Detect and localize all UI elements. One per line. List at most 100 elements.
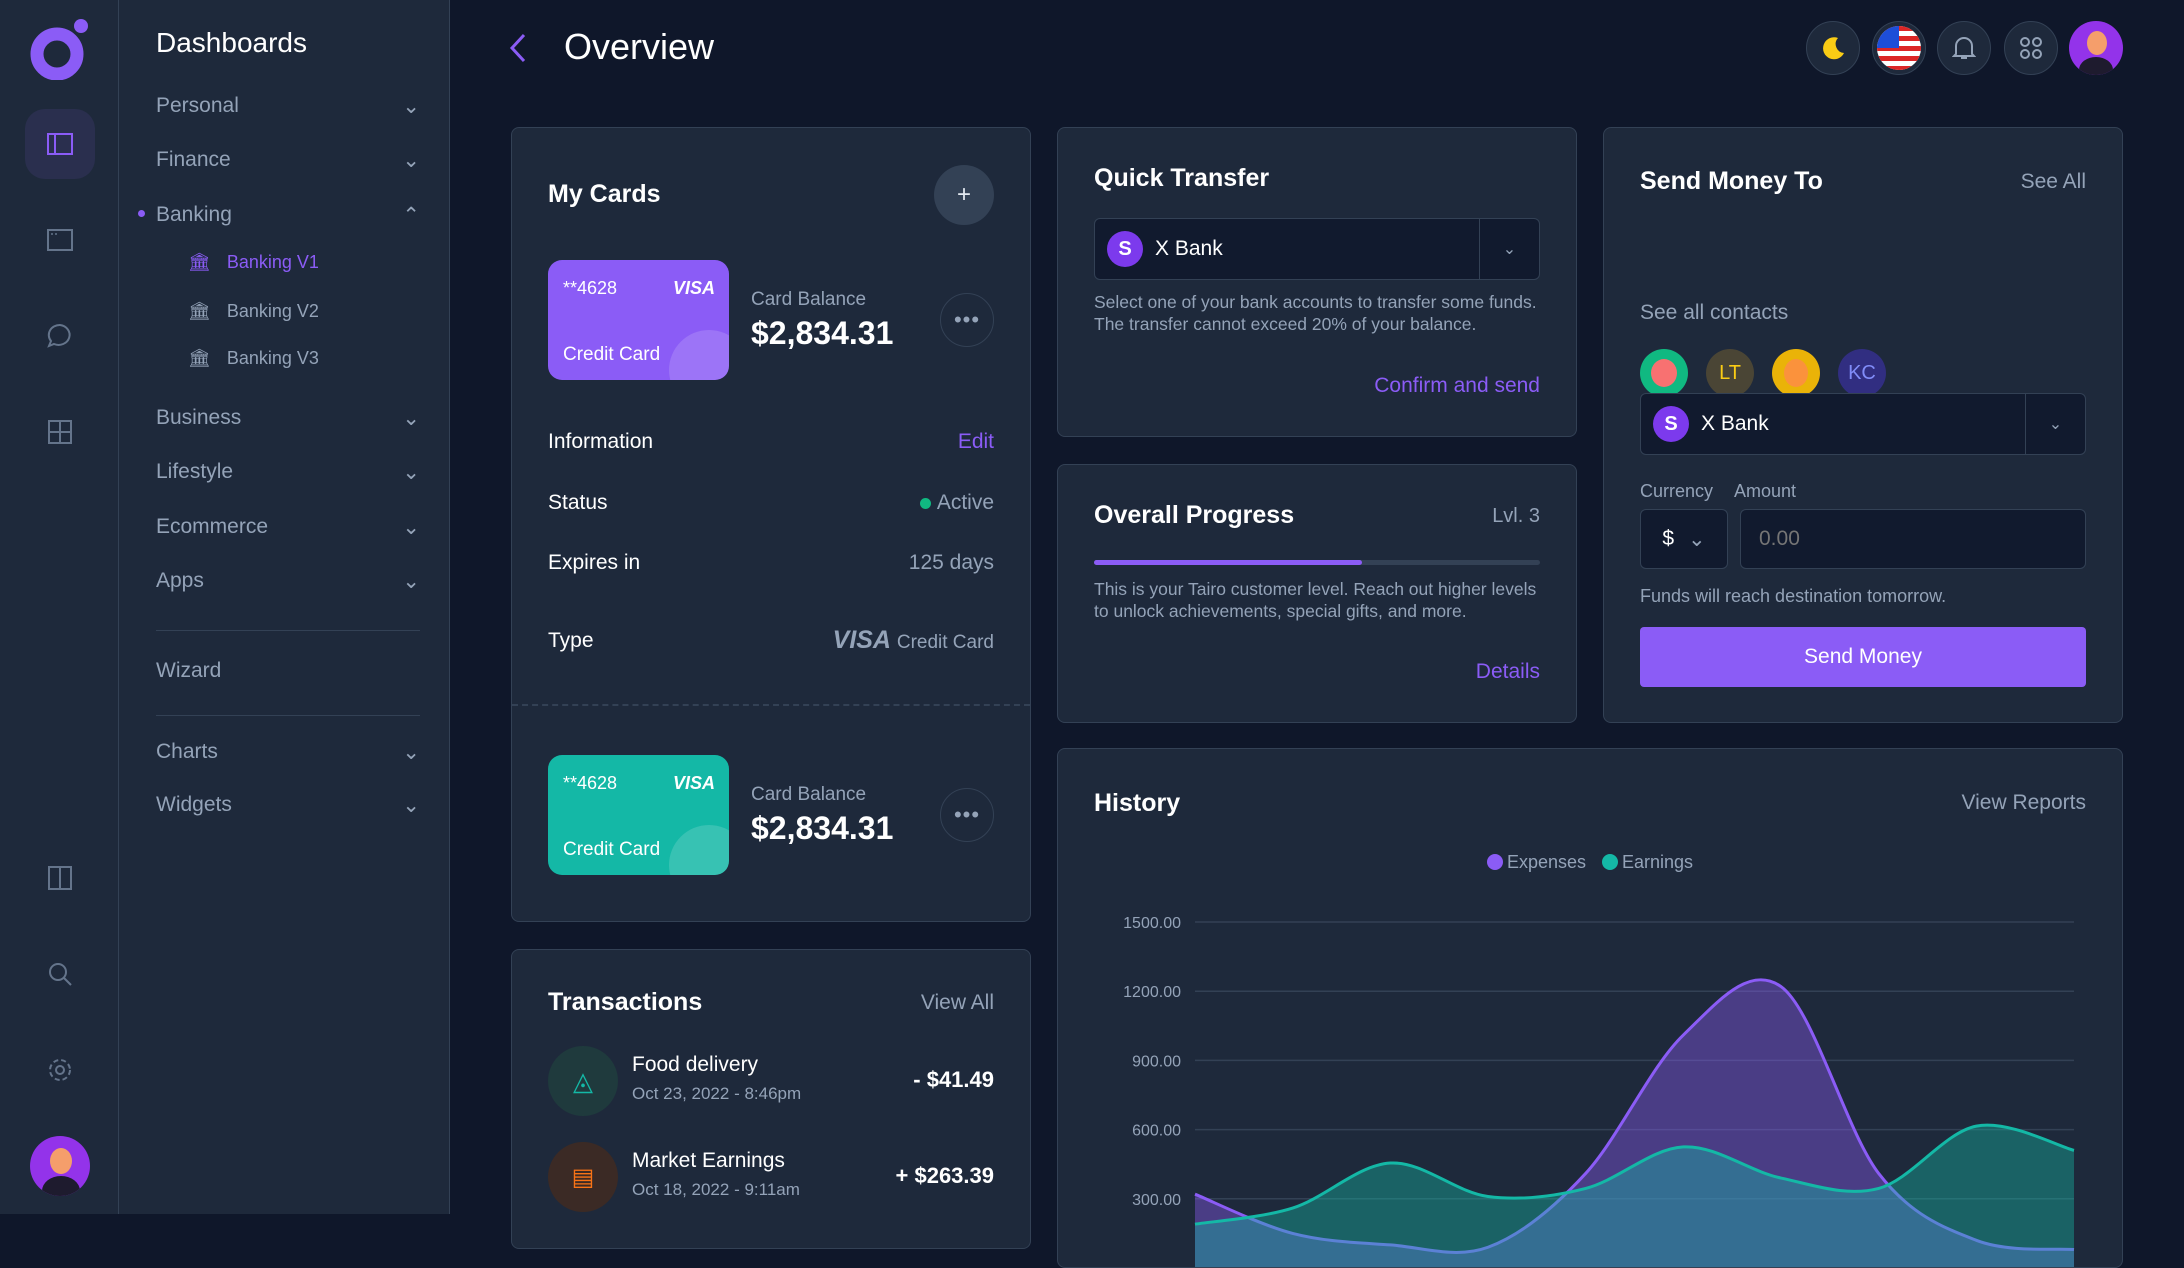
notifications-button[interactable] (1937, 21, 1991, 75)
my-cards-panel: My Cards + **4628 VISA Credit Card Card Ba… (511, 127, 1031, 922)
edit-link[interactable]: Edit (957, 430, 994, 453)
send-money-button[interactable]: Send Money (1640, 627, 2086, 687)
contact-avatar[interactable] (1640, 349, 1688, 397)
nav-item-charts[interactable]: Charts ⌄ (156, 740, 420, 764)
chevron-down-icon: ⌄ (402, 94, 420, 118)
contact-avatar[interactable]: KC (1838, 349, 1886, 397)
history-panel: History View Reports Expenses Earnings 1… (1057, 748, 2123, 1268)
contact-avatar[interactable] (1772, 349, 1820, 397)
overall-progress-panel: Overall Progress Lvl. 3 This is your Tai… (1057, 464, 1577, 723)
status-badge: Active (936, 491, 994, 514)
nav-item-lifestyle[interactable]: Lifestyle ⌄ (156, 460, 420, 484)
dashboard-icon[interactable] (25, 109, 95, 179)
transaction-amount: + $263.39 (895, 1163, 994, 1188)
chevron-down-icon: ⌄ (402, 793, 420, 817)
transaction-amount: - $41.49 (913, 1067, 994, 1092)
bank-logo-icon: S (1653, 406, 1689, 442)
credit-card-teal[interactable]: **4628 VISA Credit Card (548, 755, 729, 875)
nav-panel: Dashboards Personal ⌄ Finance ⌄ Banking ⌃ 🏛… (119, 0, 450, 1214)
logo-icon[interactable] (30, 18, 90, 80)
nav-item-banking[interactable]: Banking ⌃ (156, 203, 420, 227)
window-icon[interactable] (25, 205, 95, 275)
nav-item-personal[interactable]: Personal ⌄ (156, 94, 420, 118)
nav-item-widgets[interactable]: Widgets ⌄ (156, 793, 420, 817)
my-cards-title: My Cards (548, 180, 661, 208)
progress-bar (1094, 560, 1540, 565)
level-label: Lvl. 3 (1492, 505, 1540, 527)
card-more-button[interactable]: ••• (940, 293, 994, 347)
store-icon: ▤ (548, 1142, 618, 1212)
dark-mode-toggle[interactable] (1806, 21, 1860, 75)
nav-sub-banking-v2[interactable]: 🏛 Banking V2 (188, 300, 319, 321)
grid-icon[interactable] (25, 397, 95, 467)
icon-rail (0, 0, 119, 1214)
chevron-down-icon: ⌄ (402, 515, 420, 539)
y-tick-label: 1200.00 (1123, 984, 1181, 1001)
chat-icon[interactable] (25, 301, 95, 371)
add-card-button[interactable]: + (934, 165, 994, 225)
chevron-up-icon: ⌃ (402, 203, 420, 227)
line-earnings (1194, 1123, 2075, 1226)
type-row: Type VISA Credit Card (548, 626, 994, 654)
bank-logo-icon: S (1107, 231, 1143, 267)
information-row: Information Edit (548, 430, 994, 453)
y-tick-label: 600.00 (1132, 1123, 1181, 1140)
nav-item-ecommerce[interactable]: Ecommerce ⌄ (156, 515, 420, 539)
chevron-down-icon: ⌄ (402, 569, 420, 593)
transaction-date: Oct 23, 2022 - 8:46pm (632, 1084, 802, 1103)
contact-avatar[interactable]: LT (1706, 349, 1754, 397)
legend-earnings[interactable]: Earnings (1602, 852, 1693, 873)
funds-note: Funds will reach destination tomorrow. (1640, 586, 1947, 606)
nav-item-business[interactable]: Business ⌄ (156, 406, 420, 430)
chevron-down-icon: ⌄ (2025, 394, 2085, 454)
amount-label: Amount (1734, 481, 1797, 501)
details-link[interactable]: Details (1475, 660, 1540, 683)
header-avatar[interactable] (2069, 21, 2123, 75)
language-button[interactable] (1872, 21, 1926, 75)
bank-icon: 🏛 (188, 347, 211, 368)
y-tick-label: 300.00 (1132, 1192, 1181, 1209)
pizza-icon: ◬ (548, 1046, 618, 1116)
area-expenses (1195, 980, 2074, 1267)
nav-sub-banking-v3[interactable]: 🏛 Banking V3 (188, 347, 319, 368)
search-icon[interactable] (25, 939, 95, 1009)
see-all-contacts-link[interactable]: See all contacts (1640, 301, 1789, 324)
chevron-down-icon: ⌄ (1688, 527, 1706, 551)
credit-card-purple[interactable]: **4628 VISA Credit Card (548, 260, 729, 380)
view-reports-link[interactable]: View Reports (1961, 791, 2086, 814)
divider (512, 704, 1030, 706)
transactions-title: Transactions (548, 988, 703, 1016)
view-all-link[interactable]: View All (920, 991, 994, 1014)
card-balance-label: Card Balance (751, 784, 867, 805)
y-tick-label: 900.00 (1132, 1053, 1181, 1070)
amount-input[interactable] (1740, 509, 2086, 569)
see-all-link[interactable]: See All (2020, 170, 2086, 193)
nav-sub-banking-v1[interactable]: 🏛 Banking V1 (188, 251, 319, 272)
moon-icon (1823, 37, 1844, 60)
bank-icon: 🏛 (188, 251, 211, 272)
progress-description: This is your Tairo customer level. Reach… (1094, 579, 1537, 621)
apps-button[interactable] (2004, 21, 2058, 75)
currency-select[interactable]: $ ⌄ (1640, 509, 1728, 569)
nav-item-apps[interactable]: Apps ⌄ (156, 569, 420, 593)
legend-expenses[interactable]: Expenses (1486, 852, 1586, 873)
y-tick-label: 1500.00 (1123, 915, 1181, 932)
confirm-send-link[interactable]: Confirm and send (1374, 374, 1540, 397)
card-more-button[interactable]: ••• (940, 788, 994, 842)
apps-grid-icon (2020, 37, 2042, 59)
chevron-down-icon: ⌄ (402, 406, 420, 430)
transaction-date: Oct 18, 2022 - 9:11am (632, 1180, 800, 1199)
user-avatar[interactable] (30, 1136, 90, 1196)
transactions-panel: Transactions View All ◬ Food delivery Oc… (511, 949, 1031, 1249)
chevron-down-icon: ⌄ (402, 148, 420, 172)
bell-icon (1952, 37, 1976, 59)
back-chevron-icon[interactable] (508, 32, 530, 64)
settings-icon[interactable] (25, 1035, 95, 1105)
nav-item-finance[interactable]: Finance ⌄ (156, 148, 420, 172)
columns-icon[interactable] (25, 843, 95, 913)
nav-item-wizard[interactable]: Wizard (156, 659, 222, 682)
status-dot (919, 498, 931, 509)
card-balance-value: $2,834.31 (751, 315, 894, 351)
